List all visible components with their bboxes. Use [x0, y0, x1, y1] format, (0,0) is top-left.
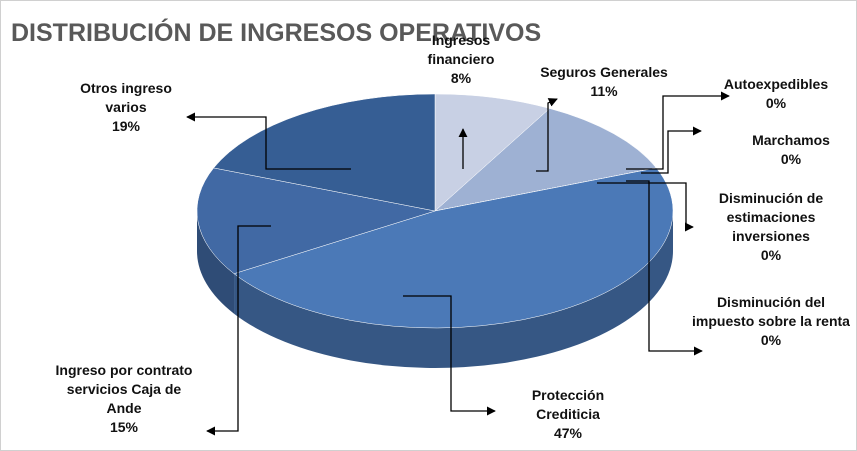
pie-slice [233, 167, 674, 329]
slice-label: Otros ingreso varios 19% [66, 79, 186, 136]
leader-line [536, 98, 558, 172]
leader-line [597, 182, 694, 232]
category-name: Seguros Generales [540, 64, 668, 80]
value-label: 8% [450, 70, 472, 86]
slice-label: Protección Crediticia 47% [513, 386, 623, 443]
leader-lines [186, 91, 730, 436]
value-label: 19% [111, 118, 141, 134]
category-name: Disminución de estimaciones inversiones [718, 190, 824, 244]
leader-line [626, 180, 703, 356]
slice-label: Autoexpedibles 0% [706, 75, 846, 113]
category-name: Autoexpedibles [723, 76, 829, 92]
value-label: 0% [760, 332, 782, 348]
value-label: 0% [765, 95, 787, 111]
value-label: 11% [590, 83, 618, 99]
category-name: Protección Crediticia [531, 387, 605, 422]
pie-slice [434, 93, 551, 212]
leader-line [403, 295, 496, 416]
value-label: 0% [780, 151, 802, 167]
slice-label: Ingreso por contrato servicios Caja de A… [49, 361, 199, 437]
slice-label: Disminución del impuesto sobre la renta 0… [691, 293, 851, 350]
leader-line [641, 126, 702, 174]
slice-label: Seguros Generales 11% [524, 63, 684, 101]
slice-label: Marchamos 0% [741, 131, 841, 169]
pie [196, 93, 674, 368]
slice-label: Disminución de estimaciones inversiones 0… [696, 189, 846, 265]
category-name: Marchamos [752, 132, 830, 148]
category-name: Disminución del impuesto sobre la renta [692, 294, 850, 329]
category-name: Ingreso por contrato servicios Caja de A… [55, 362, 193, 416]
leader-line [206, 225, 271, 436]
slice-label: Ingresos financiero 8% [411, 31, 511, 88]
category-name: Otros ingreso varios [80, 80, 172, 115]
leader-line [186, 112, 351, 170]
value-label: 15% [109, 419, 139, 435]
pie-slice [434, 108, 657, 212]
value-label: 47% [553, 425, 583, 441]
pie-slice [196, 167, 436, 274]
pie-slice [213, 93, 436, 212]
pie-side [197, 211, 235, 314]
value-label: 0% [760, 247, 782, 263]
category-name: Ingresos financiero [427, 32, 495, 67]
chart-title: DISTRIBUCIÓN DE INGRESOS OPERATIVOS [11, 19, 542, 47]
leader-line [626, 91, 730, 170]
pie-side [234, 211, 673, 368]
